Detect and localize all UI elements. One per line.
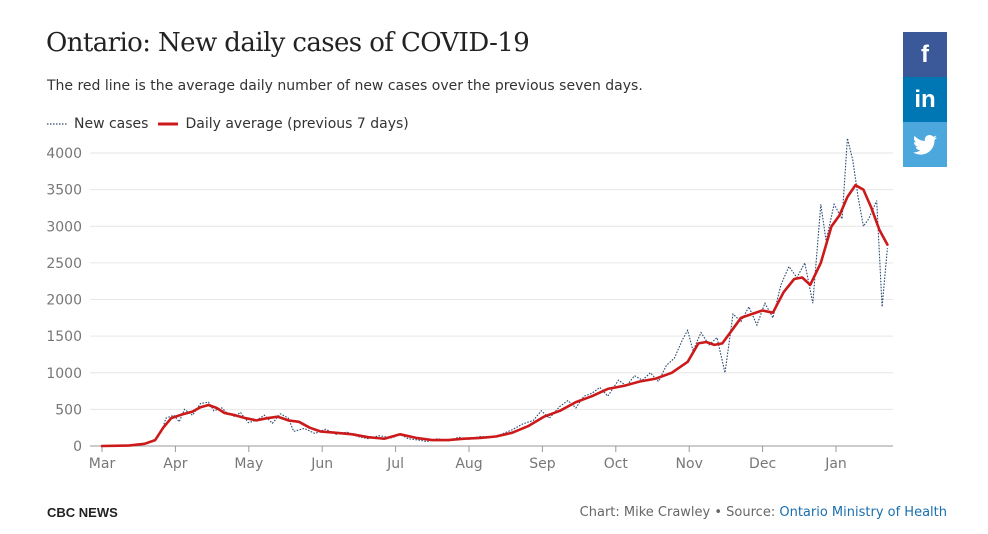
x-tick-label: Mar (89, 456, 116, 472)
x-tick-label: Aug (455, 456, 482, 472)
x-tick-label: May (234, 456, 263, 472)
y-tick-label: 4000 (46, 146, 82, 162)
chart-credit: Chart: Mike Crawley • Source: Ontario Mi… (580, 505, 947, 520)
y-tick-label: 2000 (46, 293, 82, 309)
twitter-icon (913, 134, 937, 155)
twitter-share-button[interactable] (903, 122, 947, 167)
facebook-icon: f (921, 40, 929, 68)
y-tick-label: 1500 (46, 329, 82, 345)
linkedin-share-button[interactable]: in (903, 77, 947, 122)
share-buttons: f in (903, 32, 947, 167)
grid-lines (90, 152, 893, 447)
legend-item-average: Daily average (previous 7 days) (158, 116, 409, 132)
legend-label-new-cases: New cases (74, 116, 149, 132)
y-axis: 0 500 1000 1500 2000 2500 3000 3500 4000 (46, 146, 82, 455)
solid-line-swatch (158, 122, 179, 126)
y-tick-label: 2500 (46, 256, 82, 272)
x-tick-label: Dec (749, 456, 776, 472)
y-tick-label: 500 (55, 402, 82, 418)
page-title: Ontario: New daily cases of COVID-19 (46, 28, 530, 58)
new-cases-line (101, 138, 888, 447)
dotted-line-swatch (47, 123, 67, 125)
x-tick-label: Oct (604, 456, 629, 472)
daily-average-line (100, 183, 889, 448)
linkedin-icon: in (914, 85, 936, 113)
y-tick-label: 3000 (46, 219, 82, 235)
credit-text: Chart: Mike Crawley • Source: (579, 505, 780, 520)
x-tick-label: Sep (529, 456, 556, 472)
chart-subtitle: The red line is the average daily number… (47, 78, 643, 94)
x-tick-label: Apr (163, 456, 187, 472)
chart-legend: New cases Daily average (previous 7 days… (47, 116, 419, 132)
source-link[interactable]: Ontario Ministry of Health (779, 505, 947, 520)
y-tick-label: 0 (73, 439, 82, 455)
facebook-share-button[interactable]: f (903, 32, 947, 77)
y-tick-label: 3500 (46, 183, 82, 199)
x-tick-label: Jan (824, 456, 847, 472)
brand-label: CBC NEWS (47, 505, 118, 520)
x-axis: Mar Apr May Jun Jul Aug Sep Oct Nov Dec Jan (89, 446, 847, 472)
x-tick-label: Nov (676, 456, 703, 472)
legend-label-average: Daily average (previous 7 days) (185, 116, 409, 132)
y-tick-label: 1000 (46, 366, 82, 382)
x-tick-label: Jun (310, 456, 333, 472)
plot-lines (100, 138, 889, 448)
x-tick-label: Jul (386, 456, 404, 472)
legend-item-new-cases: New cases (47, 116, 148, 132)
